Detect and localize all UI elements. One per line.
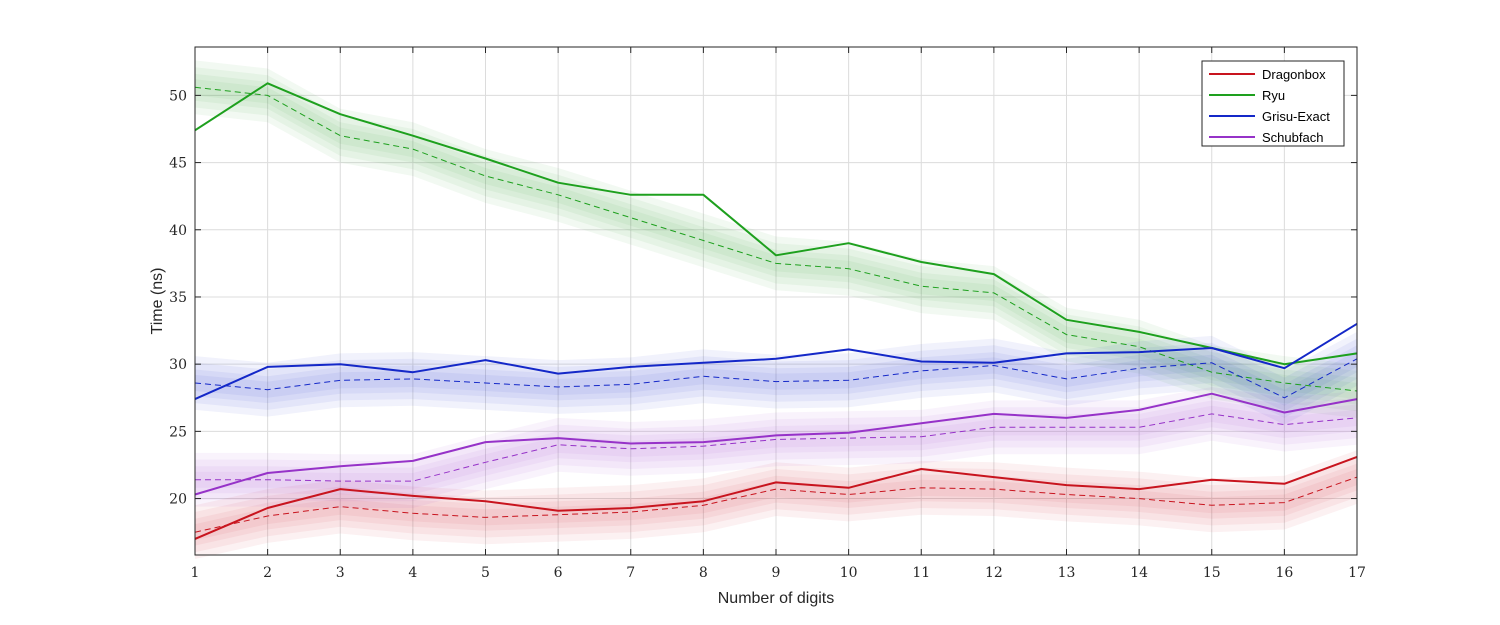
x-tick-label: 15 [1203,565,1221,581]
series-line-dashed-ryu [194,86,1358,392]
confidence-band [195,73,1357,405]
series-lines [194,82,1358,540]
series-line-grisu-exact [194,322,1358,401]
y-tick-label: 35 [169,290,187,306]
legend-label-schubfach: Schubfach [1262,130,1323,145]
x-tick-label: 14 [1130,565,1148,581]
x-tick-label: 16 [1275,565,1293,581]
legend: Dragonbox Ryu Grisu-Exact Schubfach [1201,60,1345,147]
x-tick-label: 1 [191,565,200,581]
confidence-band [195,450,1357,559]
confidence-band [195,338,1357,418]
confidence-band [195,350,1357,406]
x-tick-label: 5 [481,565,490,581]
confidence-band [195,67,1357,412]
confidence-band [195,405,1357,490]
series-line-dashed-schubfach [195,413,1358,482]
x-tick-label: 7 [626,565,635,581]
confidence-band [195,345,1357,412]
y-tick-label: 40 [169,223,187,239]
y-tick-label: 20 [169,492,187,508]
legend-label-dragonbox: Dragonbox [1262,67,1326,82]
confidence-band [195,456,1357,553]
x-tick-label: 6 [554,565,563,581]
x-tick-label: 3 [336,565,345,581]
y-tick-label: 50 [169,88,187,104]
x-axis-label: Number of digits [718,590,835,607]
x-tick-label: 12 [985,565,1003,581]
x-tick-label: 4 [408,565,417,581]
legend-box [1201,60,1345,147]
series-line-schubfach [194,392,1358,496]
legend-label-grisu-exact: Grisu-Exact [1262,109,1330,124]
x-tick-label: 17 [1348,565,1366,581]
y-tick-label: 45 [169,156,187,172]
x-tick-label: 2 [263,565,272,581]
confidence-band [195,331,1357,425]
confidence-band [195,400,1357,495]
y-tick-label: 25 [169,424,187,440]
grid [194,47,1358,555]
x-tick-label: 9 [772,565,781,581]
y-tick-label: 30 [169,357,187,373]
x-tick-label: 10 [840,565,858,581]
confidence-band [195,469,1357,541]
series-line-dashed-dragonbox [194,476,1358,533]
legend-label-ryu: Ryu [1262,88,1285,103]
confidence-band [195,60,1357,418]
x-tick-label: 8 [699,565,708,581]
y-axis-label: Time (ns) [149,268,166,335]
series-line-dashed-grisu-exact [194,358,1358,399]
series-line-ryu [194,82,1358,366]
series-line-dragonbox [194,455,1358,540]
x-tick-label: 13 [1058,565,1076,581]
x-tick-label: 11 [912,565,930,581]
confidence-band [195,393,1357,502]
